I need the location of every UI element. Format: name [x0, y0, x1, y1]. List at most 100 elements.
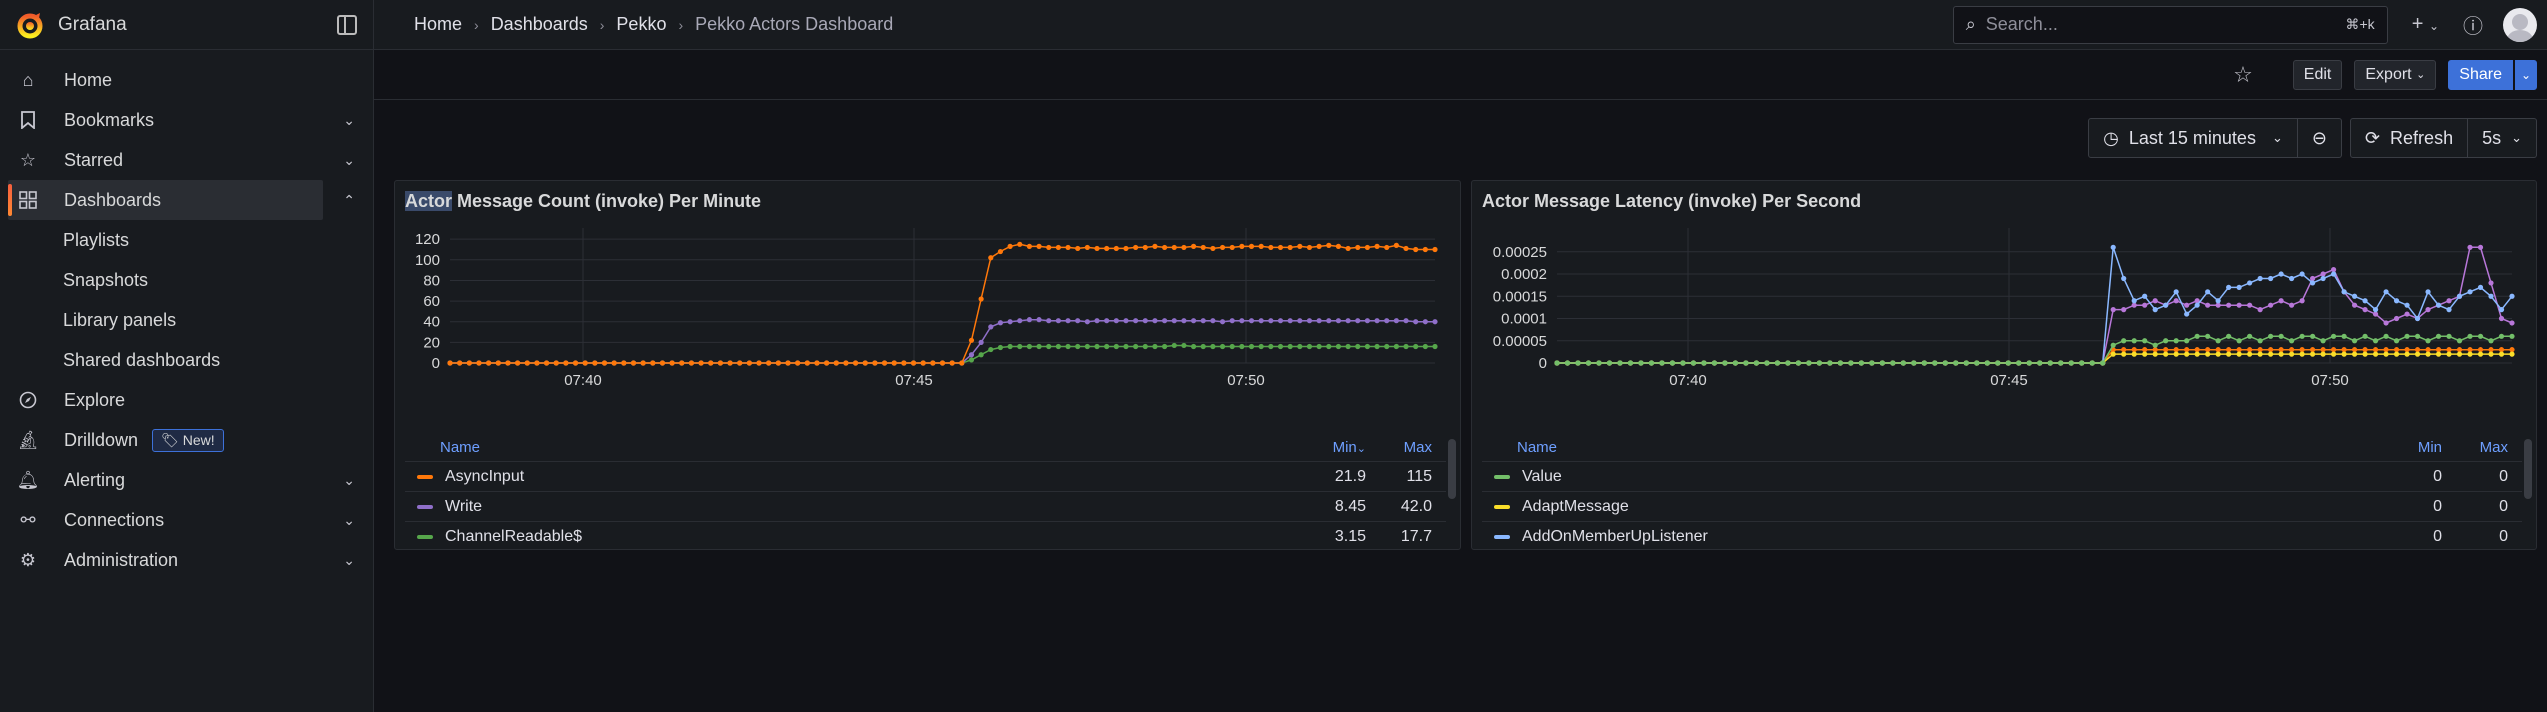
data-point: [901, 360, 907, 366]
legend-header-name[interactable]: Name: [1517, 438, 1558, 456]
chevron-down-icon[interactable]: ⌄: [343, 471, 355, 488]
data-point: [1258, 318, 1264, 324]
time-range-picker[interactable]: ◷ Last 15 minutes ⌄: [2088, 118, 2298, 158]
search-input[interactable]: ⌕ Search... ⌘+k: [1952, 5, 2388, 44]
breadcrumb-dashboards[interactable]: Dashboards: [490, 14, 588, 34]
data-point: [2330, 347, 2337, 353]
data-point: [804, 360, 810, 366]
nav-item-dashboards[interactable]: Dashboards ⌃: [8, 180, 355, 220]
refresh-interval-picker[interactable]: 5s ⌄: [2468, 118, 2537, 158]
data-point: [2446, 351, 2452, 357]
star-icon: ☆: [19, 149, 37, 170]
data-point: [1921, 360, 1927, 366]
legend-name-cell: Value: [1482, 468, 2362, 486]
nav-item-drilldown[interactable]: 🔬︎ Drilldown 🏷︎ New!: [0, 420, 373, 460]
data-point: [1722, 360, 1728, 366]
grafana-logo-icon[interactable]: [16, 11, 44, 39]
edit-button[interactable]: Edit: [2292, 59, 2343, 90]
chevron-down-icon[interactable]: ⌄: [343, 151, 355, 168]
chevron-up-icon[interactable]: ⌃: [343, 191, 355, 208]
data-point: [968, 337, 975, 343]
data-point: [1316, 243, 1322, 249]
nav-item-connections[interactable]: ⚯ Connections ⌄: [0, 500, 373, 540]
nav-item-home[interactable]: ⌂ Home: [0, 60, 373, 100]
panel-title[interactable]: Actor Message Count (invoke) Per Minute: [405, 191, 761, 212]
nav-item-alerting[interactable]: 🔔︎ Alerting ⌄: [0, 460, 373, 500]
share-button[interactable]: Share: [2448, 59, 2513, 90]
chevron-down-icon[interactable]: ⌄: [343, 111, 355, 128]
legend-row[interactable]: AddOnMemberUpListener 0 0: [1482, 521, 2522, 551]
data-point: [2330, 271, 2337, 277]
legend-header-min[interactable]: Min⌄: [1286, 439, 1366, 456]
nav-item-bookmarks[interactable]: Bookmarks ⌄: [0, 100, 373, 140]
export-button[interactable]: Export ⌄: [2354, 59, 2437, 90]
chevron-down-icon[interactable]: ⌄: [343, 511, 355, 528]
legend-header-name[interactable]: Name: [440, 438, 481, 456]
data-point: [1046, 244, 1052, 251]
nav-label: Alerting: [64, 469, 126, 490]
nav-item-starred[interactable]: ☆ Starred ⌄: [0, 140, 373, 180]
sub-item-snapshots[interactable]: Snapshots: [63, 269, 149, 290]
avatar[interactable]: [2503, 7, 2537, 42]
panel-title[interactable]: Actor Message Latency (invoke) Per Secon…: [1482, 191, 1862, 211]
data-point: [2131, 298, 2137, 304]
data-point: [852, 360, 859, 366]
legend-row[interactable]: AsyncInput 21.9 115: [405, 461, 1446, 491]
data-point: [2089, 360, 2095, 366]
data-point: [2341, 333, 2347, 339]
zoom-out-button[interactable]: ⊖: [2297, 118, 2342, 158]
sub-item-shared-dashboards[interactable]: Shared dashboards: [63, 349, 221, 370]
legend-row[interactable]: Value 0 0: [1482, 461, 2522, 491]
data-point: [1229, 343, 1235, 350]
data-point: [2163, 302, 2169, 308]
add-icon[interactable]: + ⌄: [2411, 13, 2439, 35]
legend-scrollbar[interactable]: [1448, 439, 1456, 499]
legend-header-max[interactable]: Max: [2479, 438, 2508, 456]
sort-desc-icon: ⌄: [1356, 442, 1366, 455]
data-point: [1171, 244, 1177, 251]
data-point: [978, 352, 984, 358]
chart-message-count[interactable]: 0 20 40 60 80 100 120 07:40 07:45 07:50: [395, 221, 1462, 436]
data-point: [2131, 338, 2137, 344]
data-point: [2068, 360, 2074, 366]
dock-menu-icon[interactable]: [337, 14, 357, 35]
nav-item-explore[interactable]: Explore: [0, 380, 373, 420]
chart-message-latency[interactable]: 0 0.00005 0.0001 0.00015 0.0002 0.00025 07:40 0…: [1472, 221, 2538, 436]
data-point: [611, 360, 617, 366]
legend-header-min[interactable]: Min: [2417, 438, 2442, 456]
data-point: [2247, 351, 2253, 357]
data-point: [1181, 342, 1187, 349]
legend-row[interactable]: Write 8.45 42.0: [405, 491, 1446, 521]
refresh-button[interactable]: ⟳ Refresh: [2349, 118, 2469, 158]
data-point: [2498, 351, 2505, 357]
legend-row[interactable]: AdaptMessage 0 0: [1482, 491, 2522, 521]
legend-name-cell: AdaptMessage: [1482, 498, 2362, 516]
zoom-out-icon: ⊖: [2311, 127, 2327, 148]
legend-row[interactable]: ChannelReadable$ 3.15 17.7: [405, 521, 1446, 551]
data-point: [1963, 360, 1969, 366]
nav-item-administration[interactable]: ⚙ Administration ⌄: [0, 540, 373, 580]
legend-header-max[interactable]: Max: [1403, 438, 1432, 456]
series-color-swatch: [417, 474, 433, 479]
data-point: [2467, 244, 2473, 250]
data-point: [1200, 244, 1206, 251]
data-point: [2100, 360, 2106, 366]
star-icon[interactable]: ☆: [2233, 61, 2253, 87]
data-point: [1133, 244, 1139, 251]
data-point: [2121, 351, 2127, 357]
sub-item-library-panels[interactable]: Library panels: [63, 309, 177, 330]
data-point: [2383, 320, 2389, 326]
data-point: [1816, 360, 1822, 366]
help-icon[interactable]: ⓘ: [2463, 16, 2483, 38]
x-tick-label: 07:45: [1990, 372, 2028, 389]
legend-min: 21.9: [1334, 467, 1366, 485]
breadcrumb-pekko[interactable]: Pekko: [616, 14, 667, 34]
legend-scrollbar[interactable]: [2524, 439, 2532, 499]
chevron-down-icon[interactable]: ⌄: [343, 551, 355, 568]
data-point: [2005, 360, 2011, 366]
breadcrumb-home[interactable]: Home: [414, 14, 463, 34]
share-dropdown-button[interactable]: ⌄: [2515, 59, 2537, 90]
sub-item-playlists[interactable]: Playlists: [63, 229, 130, 250]
data-point: [1848, 360, 1854, 366]
data-point: [2456, 347, 2463, 353]
